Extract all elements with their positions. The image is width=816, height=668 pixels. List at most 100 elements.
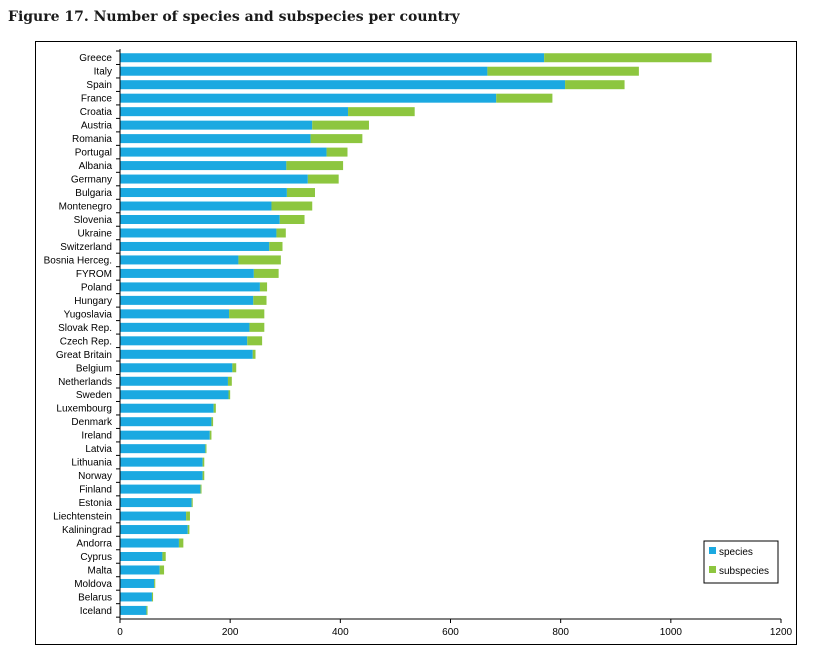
bar-subspecies-8 <box>286 161 344 171</box>
bar-subspecies-13 <box>276 228 286 238</box>
bar-subspecies-9 <box>307 174 339 184</box>
bar-species-30 <box>120 457 203 467</box>
category-label: Belarus <box>78 592 112 603</box>
category-label: Estonia <box>79 498 113 509</box>
category-label: Belgium <box>76 363 112 374</box>
bar-subspecies-36 <box>178 538 184 548</box>
chart-frame <box>35 41 797 645</box>
legend-swatch-subspecies <box>709 566 716 573</box>
category-label: Finland <box>79 485 112 496</box>
bar-species-12 <box>120 215 280 224</box>
category-label: Norway <box>78 471 112 482</box>
bar-species-11 <box>120 201 272 211</box>
bar-subspecies-25 <box>228 390 231 400</box>
legend-label-species: species <box>719 547 753 558</box>
category-label: Germany <box>71 175 112 186</box>
category-label: Luxembourg <box>56 404 112 415</box>
category-label: Switzerland <box>60 242 112 253</box>
x-axis: 0 200 400 600 800 1000 1200 <box>116 49 793 638</box>
bar-species-16 <box>120 268 254 278</box>
category-label: Sweden <box>76 390 112 401</box>
bar-species-40 <box>120 592 152 602</box>
bar-species-13 <box>120 228 277 238</box>
bar-species-36 <box>120 538 179 548</box>
bar-species-41 <box>120 605 147 615</box>
bar-species-19 <box>120 309 230 319</box>
bar-species-21 <box>120 336 248 346</box>
category-label: Albania <box>79 161 113 172</box>
bar-species-18 <box>120 295 254 305</box>
bar-subspecies-11 <box>271 201 313 211</box>
bar-species-9 <box>120 174 308 184</box>
category-label: Latvia <box>85 444 112 455</box>
bar-species-10 <box>120 188 287 198</box>
category-label: Bulgaria <box>75 188 112 199</box>
bar-subspecies-38 <box>159 565 165 575</box>
category-label: France <box>81 94 113 105</box>
bar-subspecies-39 <box>154 578 156 588</box>
category-labels: Greece Italy Spain France Croatia Austria Roma… <box>44 53 113 617</box>
x-tick-label: 1200 <box>770 627 793 638</box>
category-label: Bosnia Herceg. <box>44 255 112 266</box>
bar-subspecies-12 <box>279 215 305 224</box>
category-label: Ukraine <box>78 228 113 239</box>
category-label: Kaliningrad <box>62 525 112 536</box>
bar-subspecies-17 <box>259 282 268 292</box>
category-label: Great Britain <box>56 350 112 361</box>
category-label: Denmark <box>71 417 113 428</box>
bar-species-3 <box>120 93 497 103</box>
bar-species-33 <box>120 498 192 508</box>
category-label: Liechtenstein <box>53 512 112 523</box>
category-label: Czech Rep. <box>60 336 112 347</box>
bar-subspecies-14 <box>269 241 283 251</box>
bar-species-7 <box>120 147 327 157</box>
bar-subspecies-33 <box>191 498 193 508</box>
bar-species-25 <box>120 390 229 400</box>
category-label: Montenegro <box>59 202 113 213</box>
bar-species-14 <box>120 241 270 251</box>
category-label: Slovak Rep. <box>58 323 112 334</box>
x-tick-label: 1000 <box>660 627 683 638</box>
category-label: Lithuania <box>71 458 112 469</box>
bar-subspecies-18 <box>253 295 267 305</box>
bar-subspecies-32 <box>200 484 202 494</box>
category-label: Portugal <box>75 148 112 159</box>
bar-species-20 <box>120 322 250 332</box>
bar-species-22 <box>120 349 253 359</box>
category-label: Andorra <box>76 539 112 550</box>
bar-species-28 <box>120 430 210 440</box>
bar-species-27 <box>120 417 212 427</box>
bar-subspecies-21 <box>247 336 263 346</box>
bar-subspecies-29 <box>205 444 207 454</box>
category-label: Italy <box>94 67 112 78</box>
bar-species-0 <box>120 53 545 63</box>
bar-subspecies-22 <box>252 349 256 359</box>
bar-subspecies-4 <box>348 107 415 117</box>
category-label: Yugoslavia <box>64 309 113 320</box>
bar-subspecies-23 <box>232 363 237 373</box>
bar-species-1 <box>120 66 488 76</box>
category-label: Moldova <box>74 579 112 590</box>
bar-subspecies-6 <box>310 134 363 144</box>
bar-subspecies-10 <box>286 188 315 198</box>
bar-subspecies-41 <box>146 605 148 615</box>
category-label: Greece <box>79 53 112 64</box>
category-label: Malta <box>88 565 113 576</box>
category-label: Romania <box>72 134 112 145</box>
legend-swatch-species <box>709 547 716 554</box>
category-label: Cyprus <box>80 552 112 563</box>
bar-species-2 <box>120 80 566 90</box>
legend-label-subspecies: subspecies <box>719 566 769 577</box>
bar-subspecies-3 <box>496 93 553 103</box>
bar-species-38 <box>120 565 160 575</box>
bar-subspecies-35 <box>187 525 190 535</box>
x-tick-label: 800 <box>552 627 569 638</box>
bar-subspecies-28 <box>209 430 212 440</box>
bar-subspecies-16 <box>253 268 279 278</box>
bar-subspecies-19 <box>229 309 265 319</box>
bar-subspecies-40 <box>151 592 154 602</box>
bar-species-23 <box>120 363 233 373</box>
category-label: Ireland <box>81 431 112 442</box>
category-label: Poland <box>81 282 112 293</box>
